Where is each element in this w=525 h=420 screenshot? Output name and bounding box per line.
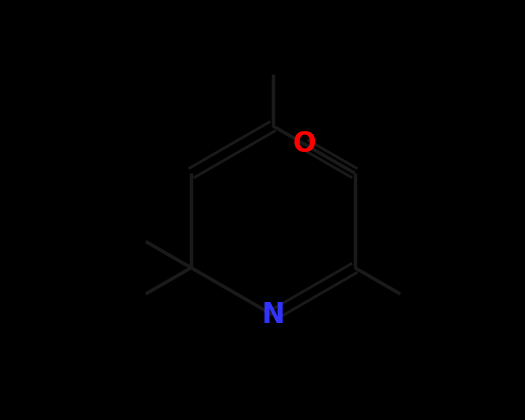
Text: N: N (261, 301, 285, 329)
Text: O: O (293, 130, 317, 158)
